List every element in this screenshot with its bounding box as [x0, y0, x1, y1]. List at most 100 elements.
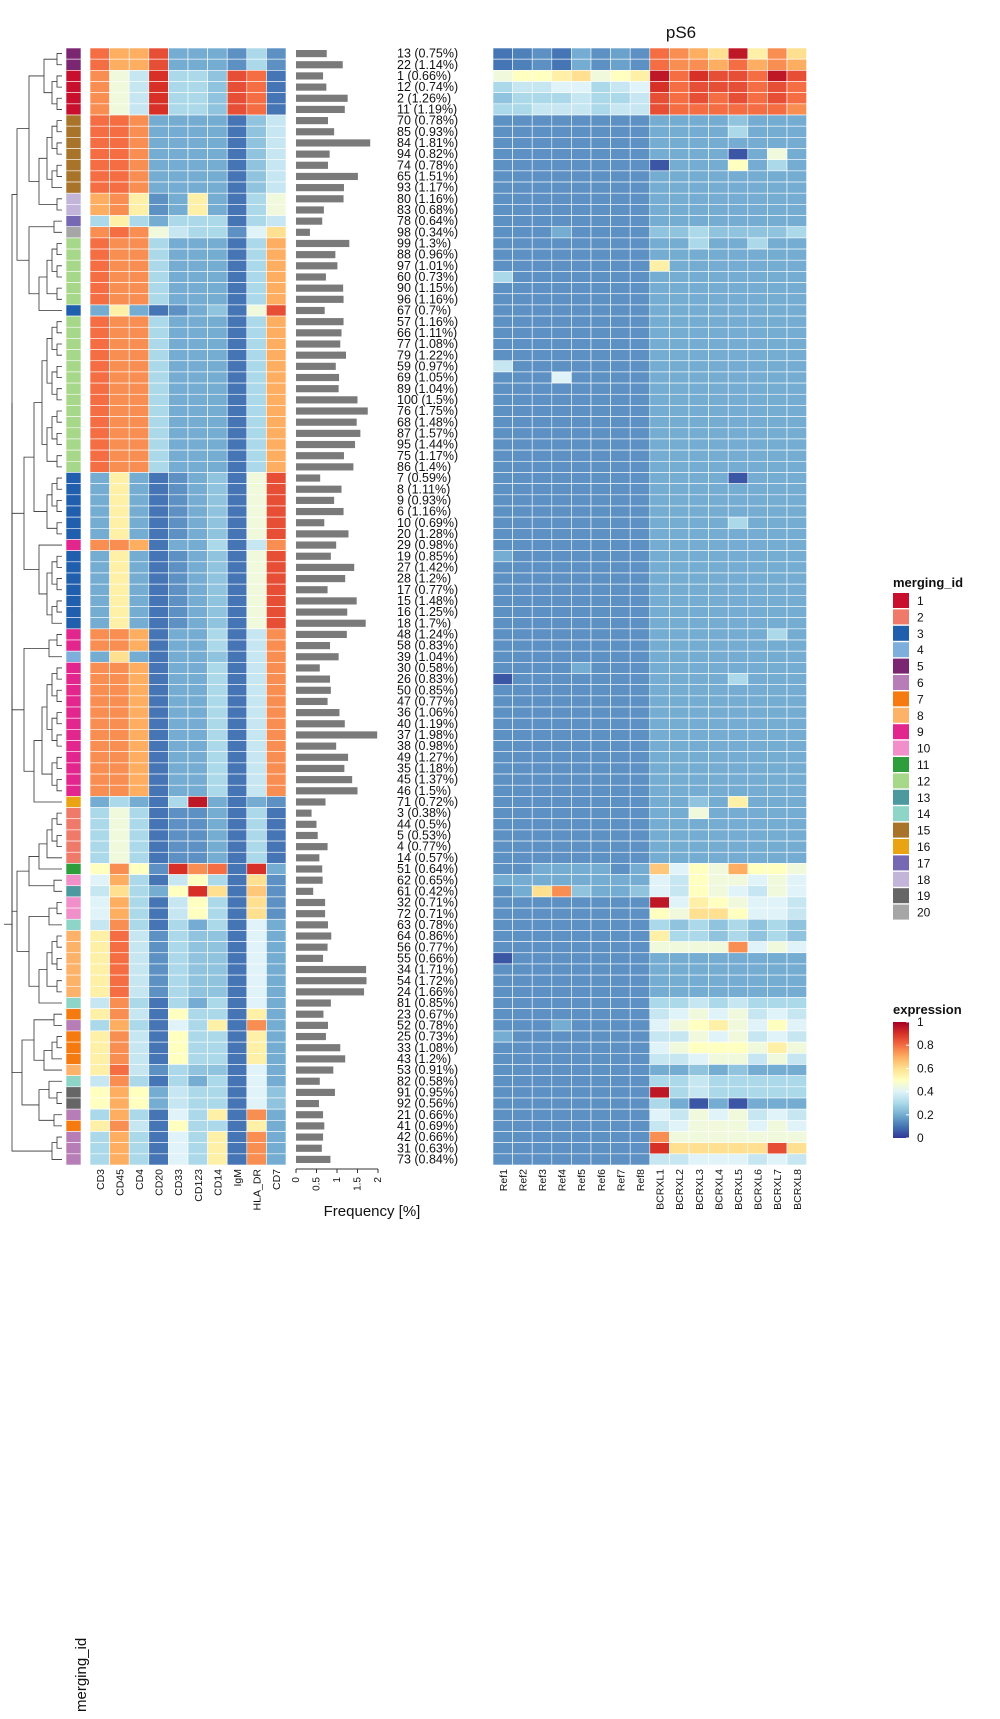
ps6-cell	[669, 438, 690, 451]
ps6-cell	[688, 829, 709, 842]
marker-cell	[148, 639, 169, 652]
marker-cell	[128, 494, 150, 507]
marker-cell	[226, 662, 248, 674]
ps6-cell	[629, 47, 651, 60]
marker-cell	[207, 807, 228, 820]
marker-cell	[266, 304, 287, 317]
marker-cell	[246, 930, 267, 942]
ps6-cell	[747, 1008, 768, 1021]
frequency-bar	[296, 239, 350, 248]
ps6-cell	[629, 248, 651, 261]
marker-cell	[168, 740, 189, 753]
marker-cell	[109, 952, 130, 965]
ps6-cell	[727, 874, 749, 887]
marker-cell	[207, 204, 228, 216]
frequency-bar	[296, 686, 331, 694]
ps6-cell	[610, 47, 631, 60]
marker-cell	[246, 751, 267, 764]
marker-column-label: CD33	[173, 1169, 185, 1196]
merging-cell	[65, 58, 82, 71]
frequency-tick-label: 2	[373, 1177, 384, 1183]
ps6-cell	[629, 1041, 651, 1054]
ps6-cell	[688, 662, 709, 674]
marker-cell	[128, 114, 150, 127]
ps6-cell	[708, 215, 729, 228]
ps6-cell	[571, 572, 592, 585]
ps6-cell	[610, 606, 631, 618]
frequency-bar	[296, 887, 314, 895]
ps6-cell	[551, 92, 572, 105]
ps6-cell	[708, 561, 729, 574]
ps6-cell	[688, 449, 709, 462]
ps6-cell	[727, 829, 749, 842]
ps6-cell	[629, 784, 651, 797]
cluster-row-label: 63 (0.78%)	[397, 918, 458, 932]
marker-cell	[207, 595, 228, 607]
ps6-cell	[531, 460, 553, 473]
ps6-cell	[512, 427, 533, 440]
ps6-cell	[708, 159, 729, 172]
dendrogram-branch	[56, 522, 62, 535]
ps6-cell	[767, 930, 788, 942]
ps6-cell	[708, 572, 729, 585]
marker-cell	[266, 896, 287, 909]
ps6-cell	[747, 81, 768, 93]
marker-cell	[168, 985, 189, 998]
ps6-cell	[669, 81, 690, 93]
ps6-cell	[531, 438, 553, 451]
marker-cell	[89, 550, 110, 563]
marker-cell	[89, 215, 110, 228]
merging-cell	[65, 650, 82, 663]
frequency-bar	[296, 630, 347, 639]
ps6-cell	[688, 137, 709, 149]
ps6-cell	[649, 393, 670, 406]
marker-cell	[266, 315, 287, 328]
dendrogram-branch	[51, 248, 57, 272]
ps6-cell	[551, 371, 572, 384]
ps6-cell	[688, 81, 709, 93]
marker-cell	[226, 628, 248, 641]
marker-cell	[168, 930, 189, 942]
dendrogram-branch	[16, 870, 29, 952]
ps6-cell	[669, 963, 690, 976]
marker-cell	[226, 773, 248, 786]
marker-cell	[207, 405, 228, 417]
ps6-cell	[708, 1030, 729, 1043]
ps6-cell	[669, 997, 690, 1009]
cluster-row-label: 58 (0.83%)	[397, 639, 458, 653]
marker-cell	[226, 170, 248, 183]
ps6-cell	[571, 907, 592, 920]
ps6-cell	[727, 204, 749, 216]
marker-column-label: HLA_DR	[252, 1169, 264, 1211]
ps6-cell	[786, 650, 807, 663]
marker-cell	[128, 360, 150, 373]
merging-legend-swatch	[893, 625, 909, 641]
ps6-cell	[492, 1075, 513, 1088]
marker-cell	[187, 874, 208, 887]
ps6-cell	[708, 740, 729, 753]
marker-cell	[187, 248, 208, 261]
marker-cell	[187, 125, 208, 138]
ps6-cell	[512, 952, 533, 965]
ps6-cell	[571, 985, 592, 998]
ps6-cell	[747, 1142, 768, 1155]
marker-cell	[187, 1075, 208, 1088]
ps6-cell	[786, 662, 807, 674]
ps6-cell	[610, 293, 631, 306]
marker-cell	[128, 416, 150, 429]
ps6-cell	[786, 706, 807, 719]
ps6-cell	[708, 405, 729, 417]
ps6-cell	[747, 1075, 768, 1088]
ps6-cell	[492, 796, 513, 808]
frequency-bar	[296, 262, 338, 270]
marker-cell	[187, 561, 208, 574]
dendrogram-branch	[56, 499, 62, 512]
marker-cell	[128, 885, 150, 898]
marker-cell	[207, 81, 228, 93]
marker-cell	[148, 829, 169, 842]
ps6-cell	[669, 829, 690, 842]
marker-cell	[128, 349, 150, 362]
marker-cell	[148, 550, 169, 563]
marker-cell	[246, 874, 267, 887]
sample-column-label: BCRXL6	[753, 1169, 765, 1210]
